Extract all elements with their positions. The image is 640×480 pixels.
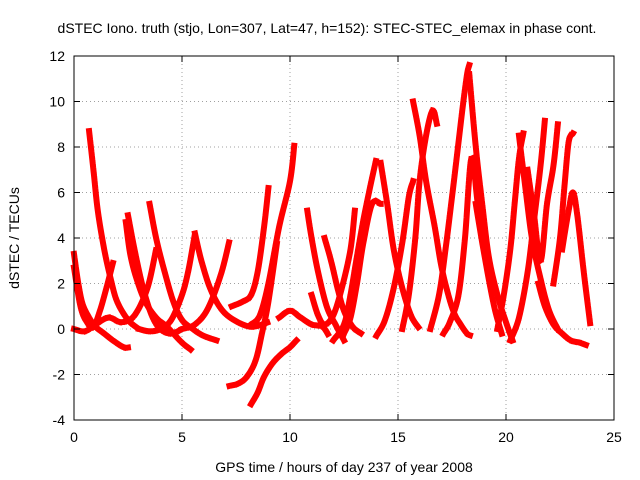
series-line: [323, 237, 362, 335]
axis-ticks: 0 5 10 15 20 25 -4 -2 0 2 4 6 8 10 12: [49, 48, 622, 445]
series-line: [343, 200, 381, 334]
series-pass-16: [303, 207, 349, 345]
y-tick-label: 6: [57, 185, 65, 201]
series-line: [229, 242, 278, 387]
y-tick-label: 2: [57, 276, 65, 292]
y-tick-label: 4: [57, 230, 65, 246]
series-line: [468, 74, 514, 341]
series-pass-13: [227, 184, 272, 311]
series-line: [375, 180, 414, 337]
series-line: [231, 187, 270, 307]
y-tick-label: -4: [53, 412, 66, 428]
series-line: [552, 132, 574, 284]
series-line: [332, 158, 378, 341]
series-line: [526, 124, 559, 262]
series-pass-23: [398, 107, 441, 333]
series-line: [509, 119, 546, 341]
series-pass-35: [558, 189, 594, 328]
series-pass-12: [247, 336, 301, 409]
series-line: [250, 339, 297, 405]
y-axis-label: dSTEC / TECUs: [6, 187, 22, 289]
series-pass-17: [307, 207, 359, 328]
y-tick-label: 12: [49, 48, 65, 64]
y-tick-label: 8: [57, 139, 65, 155]
series-line: [127, 215, 183, 335]
series-pass-22: [372, 177, 417, 340]
series-line: [306, 210, 345, 341]
series-pass-06: [124, 211, 186, 337]
series-pass-04: [85, 127, 144, 334]
series-pass-19: [329, 154, 380, 345]
series-line: [138, 233, 196, 332]
series-line: [310, 210, 356, 326]
series-pass-31: [506, 116, 549, 345]
series-line: [250, 144, 295, 325]
series-pass-33: [534, 279, 590, 349]
x-tick-label: 20: [498, 429, 514, 445]
grid: [74, 56, 614, 420]
series-pass-14: [246, 141, 298, 329]
series-layer: [70, 61, 594, 409]
series-pass-27: [466, 70, 517, 345]
series-pass-34: [550, 129, 578, 287]
series-line: [561, 191, 591, 325]
series-line: [88, 131, 140, 330]
x-tick-label: 25: [606, 429, 622, 445]
series-pass-10: [178, 236, 234, 333]
series-pass-15: [275, 307, 334, 340]
x-tick-label: 15: [390, 429, 406, 445]
y-tick-label: 0: [57, 321, 65, 337]
series-line: [401, 109, 438, 330]
series-pass-11: [225, 239, 281, 390]
x-tick-label: 0: [70, 429, 78, 445]
series-line: [537, 283, 587, 346]
series-line: [181, 240, 231, 330]
chart-title: dSTEC Iono. truth (stjo, Lon=307, Lat=47…: [58, 20, 597, 36]
y-tick-label: 10: [49, 94, 65, 110]
x-axis-label: GPS time / hours of day 237 of year 2008: [215, 459, 473, 475]
series-pass-08: [135, 230, 199, 335]
series-line: [278, 310, 330, 337]
y-tick-label: -2: [53, 367, 66, 383]
series-pass-18: [320, 234, 366, 338]
x-tick-label: 10: [282, 429, 298, 445]
x-tick-label: 5: [178, 429, 186, 445]
series-pass-32: [524, 121, 562, 264]
series-pass-20: [340, 198, 384, 338]
